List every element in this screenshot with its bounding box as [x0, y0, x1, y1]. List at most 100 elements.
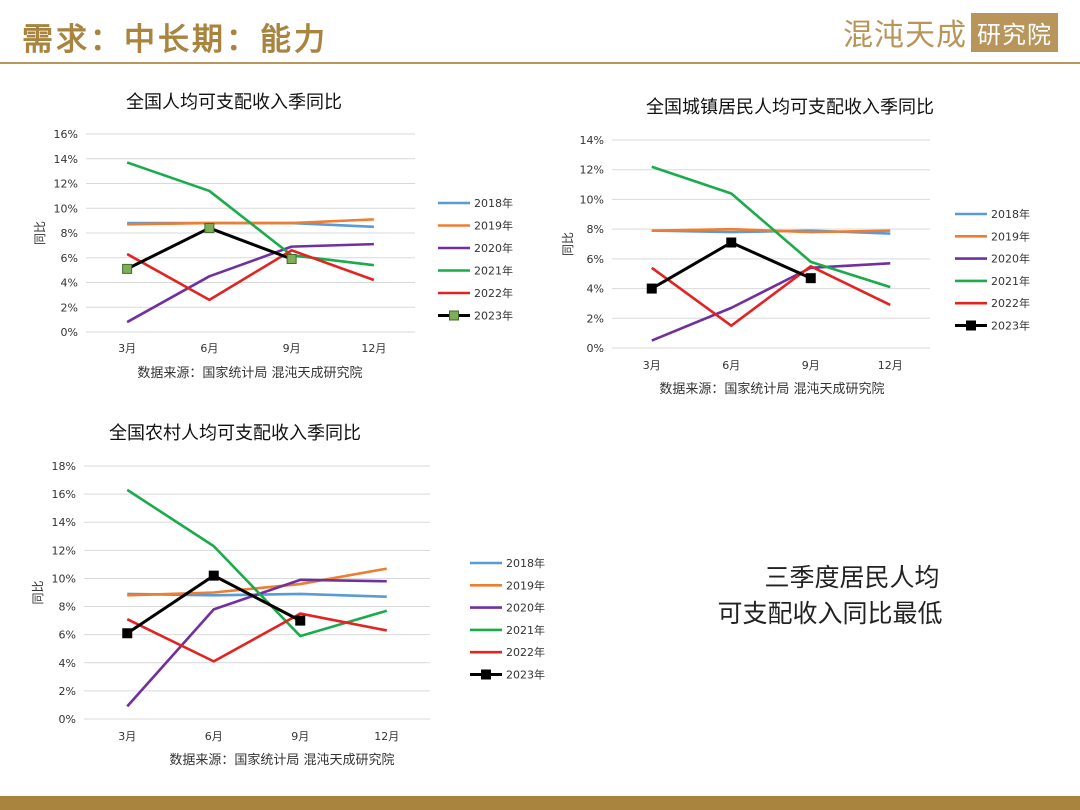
series-line-2020年 — [126, 242, 374, 324]
data-point-2023 — [726, 237, 737, 248]
y-tick-label: 2% — [587, 312, 604, 325]
y-tick-label: 0% — [61, 326, 78, 339]
legend-label: 2018年 — [991, 207, 1030, 221]
y-tick-label: 6% — [61, 252, 78, 265]
series-line-2021年 — [651, 165, 891, 289]
slide-title: 需求：中长期：能力 — [22, 22, 328, 58]
legend-label: 2022年 — [474, 286, 513, 300]
y-tick-label: 6% — [587, 253, 604, 266]
series-line-2019年 — [127, 567, 387, 597]
data-point-2023 — [805, 273, 816, 284]
data-point-2023 — [286, 253, 297, 264]
conclusion-note: 三季度居民人均 可支配收入同比最低 — [680, 560, 980, 632]
legend-label: 2020年 — [506, 601, 545, 615]
y-tick-label: 8% — [587, 223, 604, 236]
rural-income-chart: 全国农村人均可支配收入季同比 0% 2% 4% 6% 8% 10% 12% 14% 16% 18% 同… — [20, 415, 560, 775]
national-income-chart: 全国人均可支配收入季同比 0% 2% 4% 6% 8% 10% 12% 14% 16% 同比 3月 6月… — [20, 80, 560, 390]
source-note: 数据来源：国家统计局 混沌天成研究院 — [169, 752, 394, 768]
legend-label: 2021年 — [991, 274, 1030, 288]
note-line-2: 可支配收入同比最低 — [717, 599, 943, 628]
x-tick-label: 9月 — [802, 359, 820, 372]
y-tick-label: 10% — [54, 202, 78, 215]
y-tick-label: 10% — [52, 572, 76, 585]
x-tick-label: 6月 — [205, 730, 223, 743]
legend-marker — [481, 669, 491, 680]
series-line-2020年 — [651, 262, 891, 342]
x-tick-label: 3月 — [118, 342, 136, 355]
y-tick-label: 0% — [59, 713, 76, 726]
y-tick-label: 12% — [54, 178, 78, 191]
legend-label: 2020年 — [474, 241, 513, 255]
header-divider — [0, 62, 1080, 64]
y-axis-label: 同比 — [33, 221, 47, 245]
legend-label: 2023年 — [506, 668, 545, 682]
data-point-2023 — [295, 615, 306, 626]
legend-marker — [449, 310, 459, 321]
legend-label: 2018年 — [506, 556, 545, 570]
y-tick-label: 4% — [59, 657, 76, 670]
y-tick-label: 14% — [54, 153, 78, 166]
x-tick-label: 9月 — [283, 342, 301, 355]
data-point-2023 — [208, 570, 219, 581]
y-tick-label: 6% — [59, 629, 76, 642]
legend-label: 2021年 — [506, 623, 545, 637]
y-tick-label: 18% — [52, 460, 76, 473]
y-axis-label: 同比 — [561, 232, 575, 256]
data-point-2023 — [646, 283, 657, 294]
y-tick-label: 4% — [587, 283, 604, 296]
series-line-2019年 — [651, 227, 891, 234]
note-line-1: 三季度居民人均 — [764, 563, 940, 592]
company-logo: 混沌天成 研究院 — [843, 12, 1058, 53]
logo-box: 研究院 — [971, 12, 1058, 52]
legend-label: 2022年 — [506, 645, 545, 659]
y-tick-label: 8% — [61, 227, 78, 240]
legend-label: 2018年 — [474, 196, 513, 210]
data-point-2023 — [122, 628, 133, 639]
legend-label: 2021年 — [474, 264, 513, 278]
x-tick-label: 12月 — [361, 342, 386, 355]
legend-label: 2019年 — [474, 219, 513, 233]
data-point-2023 — [204, 223, 215, 234]
series-line-2022年 — [650, 264, 891, 328]
chart-title: 全国人均可支配收入季同比 — [126, 92, 342, 113]
legend-label: 2019年 — [506, 578, 545, 592]
y-tick-label: 0% — [587, 342, 604, 355]
x-tick-label: 12月 — [374, 730, 399, 743]
y-tick-label: 2% — [59, 685, 76, 698]
series-line-2021年 — [126, 161, 375, 267]
series-line-2020年 — [126, 578, 387, 708]
y-tick-label: 2% — [61, 301, 78, 314]
series-line-2022年 — [126, 612, 387, 663]
y-tick-label: 16% — [52, 488, 76, 501]
chart-title: 全国城镇居民人均可支配收入季同比 — [646, 97, 934, 118]
national-svg: 全国人均可支配收入季同比 0% 2% 4% 6% 8% 10% 12% 14% 16% 同比 3月 6月… — [33, 92, 513, 381]
y-tick-label: 14% — [580, 134, 604, 147]
legend-label: 2023年 — [474, 309, 513, 323]
x-tick-label: 12月 — [878, 359, 903, 372]
source-note: 数据来源：国家统计局 混沌天成研究院 — [137, 365, 362, 381]
source-note: 数据来源：国家统计局 混沌天成研究院 — [659, 381, 884, 397]
y-tick-label: 10% — [580, 193, 604, 206]
rural-svg: 全国农村人均可支配收入季同比 0% 2% 4% 6% 8% 10% 12% 14% 16% 18% 同… — [31, 423, 545, 768]
y-tick-label: 8% — [59, 601, 76, 614]
y-tick-label: 12% — [52, 544, 76, 557]
legend-label: 2020年 — [991, 252, 1030, 266]
slide-header: 需求：中长期：能力 混沌天成 研究院 — [0, 0, 1080, 64]
chart-title: 全国农村人均可支配收入季同比 — [109, 423, 361, 444]
footer-bar — [0, 796, 1080, 810]
urban-svg: 全国城镇居民人均可支配收入季同比 0% 2% 4% 6% 8% 10% 12% 14% 同比 3月 6… — [561, 97, 1030, 397]
legend-label: 2019年 — [991, 229, 1030, 243]
x-tick-label: 9月 — [291, 730, 309, 743]
series-line-2023年 — [126, 574, 301, 635]
series-line-2023年 — [126, 226, 293, 271]
x-tick-label: 6月 — [722, 359, 740, 372]
legend-label: 2023年 — [991, 319, 1030, 333]
y-tick-label: 12% — [580, 164, 604, 177]
series-line-2021年 — [126, 488, 388, 638]
legend-label: 2022年 — [991, 296, 1030, 310]
y-tick-label: 4% — [61, 277, 78, 290]
legend-marker — [966, 320, 976, 331]
urban-income-chart: 全国城镇居民人均可支配收入季同比 0% 2% 4% 6% 8% 10% 12% 14% 同比 3月 6… — [550, 85, 1070, 405]
data-point-2023 — [122, 263, 133, 274]
y-axis-label: 同比 — [31, 580, 45, 604]
